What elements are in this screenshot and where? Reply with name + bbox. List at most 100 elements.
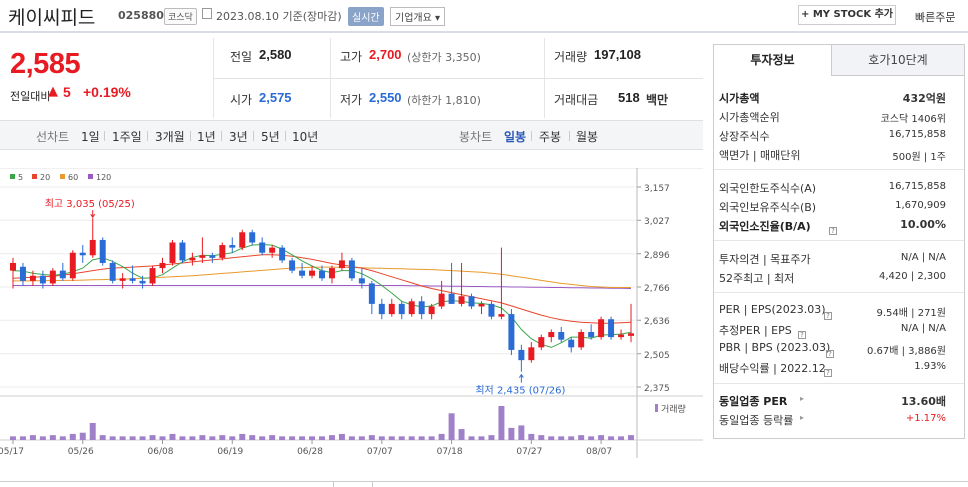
candle-body xyxy=(608,319,615,338)
candle-body xyxy=(279,247,286,261)
volume-bar xyxy=(428,436,435,440)
legend-swatch xyxy=(60,174,65,179)
volume-bar xyxy=(538,435,545,440)
candle-body xyxy=(39,275,46,284)
ma-lines xyxy=(12,243,632,348)
add-mystock-button[interactable]: + MY STOCK 추가 xyxy=(798,5,896,25)
volume-bar xyxy=(249,435,256,440)
divider xyxy=(531,131,532,141)
help-icon[interactable]: ? xyxy=(796,324,806,343)
candle-body xyxy=(269,247,276,253)
chart-tabs-bar xyxy=(0,120,703,150)
volume-bar xyxy=(129,436,136,440)
market-tag: 코스닥 xyxy=(164,8,197,25)
volume-bar xyxy=(408,436,415,440)
x-axis: 05/17 05/26 06/08 06/19 06/28 07/07 07/18 07/27… xyxy=(0,440,612,457)
tab-orderbook[interactable]: 호가10단계 xyxy=(832,45,964,76)
volume-bar xyxy=(498,406,505,440)
line-chart-label: 선차트 xyxy=(36,130,70,144)
volume-bar xyxy=(119,436,126,440)
rank-label: 시가총액순위 xyxy=(719,111,780,124)
candle-body xyxy=(588,332,595,338)
divider xyxy=(190,131,191,141)
legend-label: 120 xyxy=(96,173,111,182)
tab-investment-info[interactable]: 투자정보 xyxy=(714,45,832,76)
volume-bar xyxy=(289,436,296,440)
tab-1d[interactable]: 1일 xyxy=(81,130,100,144)
volume-bar xyxy=(269,435,276,440)
foreign-limit-label: 외국인한도주식수(A) xyxy=(719,182,817,195)
tab-monthly[interactable]: 월봉 xyxy=(576,130,599,144)
volume-bar xyxy=(518,425,525,440)
volume-bar xyxy=(309,436,316,440)
volume-bar xyxy=(338,433,345,440)
est-per-value: N/A | N/A xyxy=(900,323,946,334)
volume-bar xyxy=(69,433,76,440)
volume-label: 거래량 xyxy=(661,403,686,415)
help-icon[interactable]: ? xyxy=(822,305,832,324)
candle-body xyxy=(109,262,116,281)
candle-body xyxy=(179,242,186,261)
candle-body xyxy=(598,319,605,338)
volume-bar xyxy=(618,436,625,440)
candle-body xyxy=(388,303,395,315)
legend-label: 60 xyxy=(68,173,78,182)
volume-bar xyxy=(149,435,156,440)
tab-daily[interactable]: 일봉 xyxy=(504,130,527,144)
candle-body xyxy=(468,296,475,307)
divider xyxy=(714,240,964,241)
tab-3m[interactable]: 3개월 xyxy=(155,130,185,144)
low-value: 2,550 xyxy=(369,90,402,105)
y-tick-label: 2,636 xyxy=(644,317,670,327)
tab-1w[interactable]: 1주일 xyxy=(112,130,142,144)
volume-bar xyxy=(488,435,495,440)
y-tick-label: 2,505 xyxy=(644,351,670,361)
help-icon[interactable]: ? xyxy=(822,362,832,381)
volume-bar xyxy=(39,436,46,440)
par-value: 500원 | 1주 xyxy=(892,152,946,163)
quick-order-link[interactable]: 빠른주문 xyxy=(915,11,956,24)
low-label: 저가 xyxy=(340,93,363,107)
industry-change-value: +1.17% xyxy=(905,413,946,424)
high-value: 2,700 xyxy=(369,47,402,62)
ma-line-ma5 xyxy=(12,243,632,348)
company-info-dropdown[interactable]: 기업개요 ▾ xyxy=(390,7,445,26)
volume-bar xyxy=(438,433,445,440)
tab-5y[interactable]: 5년 xyxy=(261,130,280,144)
divider xyxy=(213,78,703,79)
divider xyxy=(221,131,222,141)
x-tick-label: 05/17 xyxy=(0,447,24,457)
high-annotation: 최고 3,035 (05/25) xyxy=(45,198,135,210)
candle-body xyxy=(408,301,415,315)
expand-handle[interactable] xyxy=(333,481,373,487)
tab-10y[interactable]: 10년 xyxy=(292,130,319,144)
volume-bar xyxy=(508,427,515,440)
upper-limit: (상한가 3,350) xyxy=(407,51,481,64)
ma-line-ma120 xyxy=(13,285,632,289)
volume-bar xyxy=(578,435,585,440)
help-icon[interactable]: ? xyxy=(827,220,837,239)
candle-body xyxy=(518,349,525,361)
volume-bar xyxy=(159,436,166,440)
per-label: PER | EPS(2023.03) xyxy=(719,303,826,316)
help-icon[interactable]: ? xyxy=(824,343,834,362)
realtime-button[interactable]: 실시간 xyxy=(348,7,384,26)
tab-3y[interactable]: 3년 xyxy=(229,130,248,144)
tab-weekly[interactable]: 주봉 xyxy=(539,130,562,144)
tab-1y[interactable]: 1년 xyxy=(197,130,216,144)
volume-bar xyxy=(418,436,425,440)
candle-body xyxy=(338,260,345,269)
lower-limit: (하한가 1,810) xyxy=(407,94,481,107)
volume-bar xyxy=(299,436,306,440)
volume-bar xyxy=(628,435,635,440)
y-tick-label: 2,766 xyxy=(644,284,670,294)
divider xyxy=(0,481,968,482)
candle-body xyxy=(299,270,306,276)
volume-bar xyxy=(259,436,266,440)
divider xyxy=(714,169,964,170)
candle-body xyxy=(328,268,335,279)
volume-bar xyxy=(598,435,605,440)
y-tick-label: 2,896 xyxy=(644,251,670,261)
candle-body xyxy=(169,242,176,263)
candle-body xyxy=(119,278,126,281)
